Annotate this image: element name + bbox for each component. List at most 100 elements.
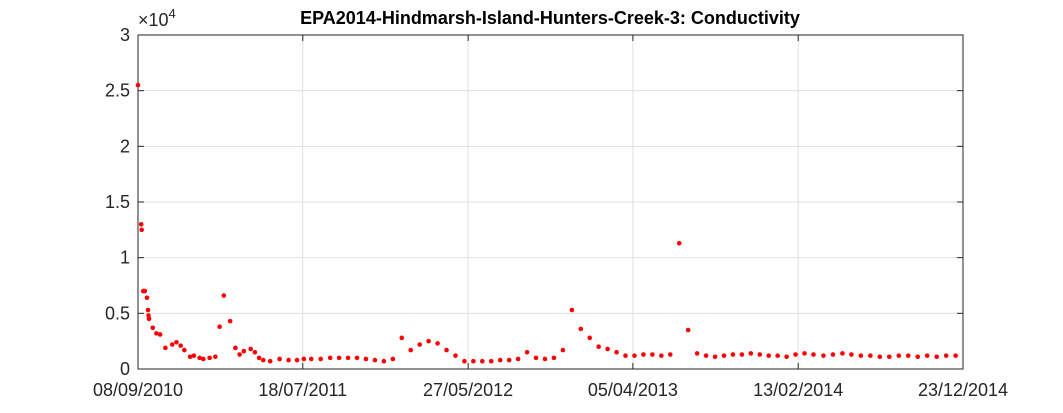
- data-point: [840, 351, 845, 356]
- data-point: [811, 352, 816, 357]
- data-point: [623, 353, 628, 358]
- data-point: [157, 332, 163, 337]
- data-point: [248, 346, 253, 352]
- data-point: [336, 355, 342, 361]
- data-point: [233, 345, 238, 351]
- data-point: [488, 358, 494, 364]
- data-point: [766, 353, 772, 358]
- grid-lines: [138, 35, 963, 369]
- data-point: [182, 347, 187, 353]
- data-point: [381, 358, 387, 364]
- data-point: [868, 353, 873, 358]
- data-point: [169, 342, 175, 347]
- data-point: [793, 352, 798, 357]
- data-point: [408, 347, 414, 353]
- data-point: [390, 356, 396, 362]
- data-point: [905, 353, 911, 358]
- data-point: [924, 353, 930, 358]
- data-point: [497, 357, 503, 363]
- data-point: [551, 355, 557, 361]
- data-point: [953, 353, 958, 358]
- data-point: [757, 352, 763, 357]
- data-point: [784, 354, 789, 360]
- data-point: [560, 347, 566, 353]
- data-point: [471, 358, 476, 364]
- data-point: [318, 356, 323, 362]
- data-point: [730, 352, 736, 357]
- data-points: [135, 82, 958, 364]
- data-point: [150, 325, 156, 331]
- data-point: [154, 331, 159, 336]
- data-point: [252, 350, 258, 355]
- data-point: [187, 354, 193, 360]
- y-exponent-power: 4: [169, 6, 176, 21]
- data-point: [542, 356, 548, 362]
- data-point: [480, 358, 485, 364]
- data-point: [142, 288, 148, 294]
- data-point: [614, 350, 619, 355]
- data-point: [146, 316, 152, 322]
- data-point: [372, 357, 378, 363]
- data-point: [641, 352, 646, 357]
- data-point: [354, 355, 360, 361]
- data-point: [685, 327, 691, 333]
- data-point: [703, 353, 709, 358]
- data-point: [943, 353, 949, 358]
- data-point: [144, 295, 150, 301]
- data-point: [650, 352, 655, 357]
- x-tick-label: 08/09/2010: [93, 380, 183, 400]
- data-point: [569, 307, 575, 313]
- data-point: [858, 353, 864, 358]
- y-tick-label: 3: [120, 25, 130, 45]
- data-point: [748, 351, 754, 356]
- data-point: [417, 342, 422, 347]
- x-tick-label: 13/02/2014: [753, 380, 843, 400]
- data-point: [139, 227, 144, 233]
- data-point: [241, 348, 247, 354]
- data-point: [327, 355, 333, 361]
- data-point: [896, 353, 902, 358]
- data-point: [308, 356, 314, 362]
- data-point: [694, 351, 700, 356]
- x-tick-label: 23/12/2014: [918, 380, 1008, 400]
- y-exponent-label: ×104: [138, 6, 176, 30]
- y-tick-label: 1: [120, 248, 130, 268]
- data-point: [191, 353, 197, 358]
- data-point: [138, 221, 144, 227]
- data-point: [256, 355, 262, 361]
- data-point: [632, 353, 637, 358]
- x-tick-label: 18/07/2011: [258, 380, 347, 400]
- data-point: [163, 345, 168, 351]
- data-point: [197, 355, 202, 361]
- data-point: [267, 358, 273, 364]
- y-axis: 0 0.5 1 1.5 2 2.5 3: [105, 25, 963, 379]
- data-point: [721, 353, 727, 358]
- data-point: [506, 357, 512, 363]
- data-point: [802, 351, 807, 356]
- data-point: [667, 352, 673, 357]
- y-exponent-base: ×10: [138, 10, 169, 30]
- data-point: [426, 338, 431, 344]
- data-point: [286, 357, 291, 363]
- data-point: [821, 353, 826, 358]
- y-tick-label: 2: [120, 136, 130, 156]
- data-point: [877, 354, 883, 360]
- data-point: [213, 354, 218, 360]
- data-point: [227, 318, 233, 324]
- data-point: [775, 353, 780, 358]
- data-point: [659, 353, 664, 358]
- data-point: [533, 355, 539, 361]
- data-point: [261, 357, 266, 363]
- y-tick-label: 1.5: [105, 192, 130, 212]
- data-point: [277, 356, 282, 362]
- data-point: [174, 339, 179, 345]
- data-point: [435, 341, 440, 346]
- y-tick-label: 0: [120, 359, 130, 379]
- y-tick-label: 2.5: [105, 81, 130, 101]
- data-point: [217, 324, 222, 329]
- data-point: [596, 344, 601, 350]
- data-point: [712, 354, 718, 360]
- data-point: [830, 352, 836, 357]
- data-point: [515, 356, 521, 362]
